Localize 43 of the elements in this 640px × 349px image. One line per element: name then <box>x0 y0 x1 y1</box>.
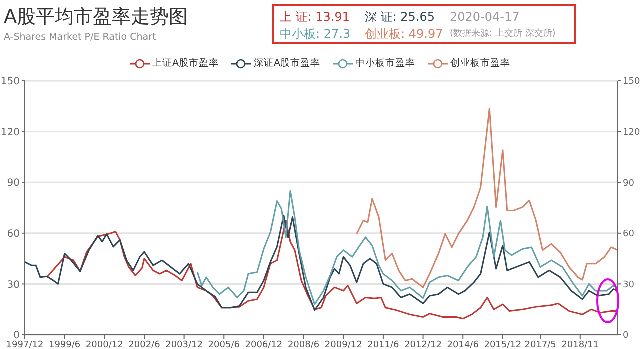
y-tick-label: 120 <box>0 127 20 138</box>
x-tick-label: 2018/11 <box>562 340 600 349</box>
text: 2020-04-17 <box>450 10 520 24</box>
legend-label: 深证A股市盈率 <box>254 58 320 69</box>
x-tick-label: 2011/6 <box>368 340 400 349</box>
x-tick-label: 2014/6 <box>447 340 480 349</box>
text: 上 证: 13.91 <box>280 10 350 24</box>
y-tick-label: 30 <box>7 280 20 291</box>
x-tick-label: 2008/6 <box>288 340 320 349</box>
line-series <box>356 108 618 288</box>
legend-label: 中小板市盈率 <box>356 58 416 69</box>
line-series <box>46 220 618 320</box>
x-tick-label: 2012/12 <box>404 340 442 349</box>
chart-title: A股平均市盈率走势图 <box>4 6 188 28</box>
x-tick-label: 1999/6 <box>48 340 81 349</box>
x-tick-label: 2002/6 <box>128 340 161 349</box>
x-tick-label: 1997/12 <box>6 340 44 349</box>
text: 深 证: 25.65 <box>365 10 436 24</box>
text: 创业板: 49.97 <box>365 27 444 41</box>
legend-label: 上证A股市盈率 <box>152 58 219 69</box>
x-tick-label: 2006/12 <box>245 340 283 349</box>
y2-tick-label: 120 <box>623 128 640 138</box>
y2-tick-label: 90 <box>623 178 635 189</box>
line-series <box>25 214 618 312</box>
y2-tick-label: 150 <box>623 77 640 88</box>
x-tick-label: 2009/12 <box>324 340 362 349</box>
chart-subtitle: A-Shares Market P/E Ratio Chart <box>4 32 156 43</box>
y-tick-label: 60 <box>7 228 20 240</box>
x-tick-label: 2003/12 <box>166 340 204 349</box>
y-tick-label: 150 <box>0 76 20 88</box>
line-series <box>196 190 618 306</box>
y2-tick-label: 60 <box>623 230 635 240</box>
text: (数据来源: 上交所 深交所) <box>450 29 556 39</box>
x-tick-label: 2017/5 <box>524 340 556 349</box>
x-tick-label: 2005/6 <box>208 340 240 349</box>
legend-label: 创业板市盈率 <box>450 58 510 69</box>
text: 中小板: 27.3 <box>280 27 351 41</box>
y2-tick-label: 0 <box>623 331 629 342</box>
x-tick-label: 2015/12 <box>484 340 522 349</box>
x-tick-label: 2000/12 <box>86 340 124 349</box>
y2-tick-label: 30 <box>623 280 635 290</box>
y-tick-label: 0 <box>14 330 20 342</box>
y-tick-label: 90 <box>7 178 20 190</box>
